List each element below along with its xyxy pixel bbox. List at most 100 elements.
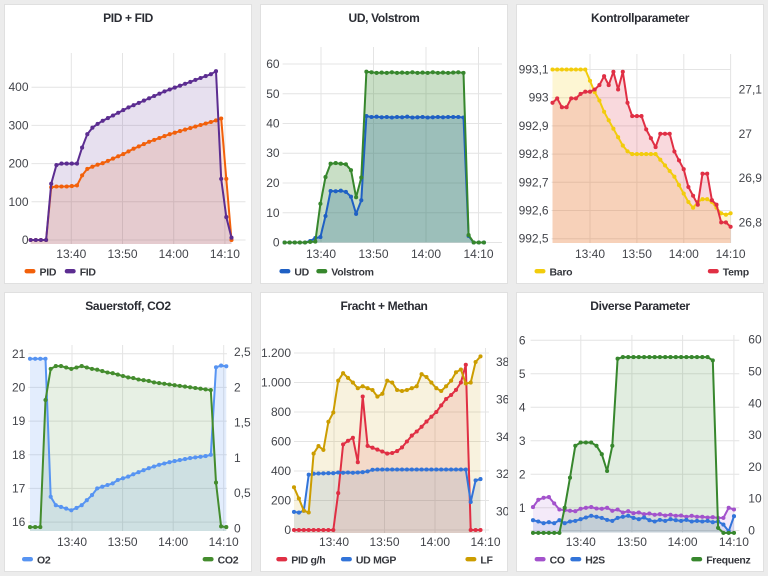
svg-text:992,5: 992,5 [519, 232, 549, 246]
svg-text:13:40: 13:40 [306, 247, 336, 261]
svg-text:Baro: Baro [550, 266, 573, 278]
svg-text:14:10: 14:10 [719, 535, 749, 549]
svg-text:30: 30 [748, 428, 762, 442]
svg-text:26,9: 26,9 [739, 171, 763, 185]
svg-text:LF: LF [480, 554, 493, 566]
svg-text:0: 0 [748, 524, 755, 538]
svg-text:Fracht + Methan: Fracht + Methan [340, 299, 427, 313]
svg-text:14:00: 14:00 [669, 247, 699, 261]
svg-text:992,7: 992,7 [519, 175, 549, 189]
svg-text:993: 993 [529, 91, 549, 105]
svg-text:200: 200 [271, 494, 291, 508]
svg-text:1.200: 1.200 [261, 346, 291, 360]
svg-text:400: 400 [8, 80, 28, 94]
svg-text:UD, Volstrom: UD, Volstrom [349, 11, 420, 25]
svg-text:0: 0 [284, 523, 291, 537]
svg-text:14:10: 14:10 [470, 535, 500, 549]
svg-text:13:50: 13:50 [617, 535, 647, 549]
svg-text:14:10: 14:10 [210, 247, 240, 261]
svg-text:34: 34 [496, 430, 508, 444]
svg-text:1,5: 1,5 [234, 416, 251, 430]
svg-text:26,8: 26,8 [739, 215, 763, 229]
svg-text:300: 300 [8, 118, 28, 132]
svg-text:0: 0 [234, 522, 241, 536]
svg-text:1: 1 [234, 451, 241, 465]
svg-text:30: 30 [496, 505, 508, 519]
svg-text:38: 38 [496, 355, 508, 369]
svg-text:992,8: 992,8 [519, 147, 549, 161]
svg-text:13:40: 13:40 [575, 247, 605, 261]
svg-text:2,5: 2,5 [234, 345, 251, 359]
svg-text:21: 21 [12, 347, 26, 361]
svg-text:400: 400 [271, 464, 291, 478]
svg-text:14:10: 14:10 [716, 247, 746, 261]
svg-text:UD MGP: UD MGP [356, 554, 396, 566]
svg-text:Volstrom: Volstrom [331, 266, 373, 278]
svg-text:32: 32 [496, 467, 508, 481]
svg-text:13:40: 13:40 [566, 535, 596, 549]
svg-text:13:50: 13:50 [107, 247, 137, 261]
svg-text:Diverse Parameter: Diverse Parameter [590, 299, 690, 313]
svg-text:0: 0 [273, 236, 280, 250]
svg-text:27,1: 27,1 [739, 83, 763, 97]
svg-text:50: 50 [266, 87, 280, 101]
svg-text:600: 600 [271, 435, 291, 449]
svg-text:60: 60 [266, 57, 280, 71]
svg-text:14:00: 14:00 [668, 535, 698, 549]
svg-text:0,5: 0,5 [234, 486, 251, 500]
svg-text:10: 10 [748, 492, 762, 506]
svg-text:27: 27 [739, 127, 753, 141]
svg-text:14:00: 14:00 [159, 247, 189, 261]
svg-text:FID: FID [80, 266, 97, 278]
svg-text:PID g/h: PID g/h [291, 554, 325, 566]
svg-text:O2: O2 [37, 554, 51, 566]
svg-text:CO: CO [550, 554, 565, 566]
svg-text:14:00: 14:00 [158, 535, 188, 549]
svg-text:Frequenz: Frequenz [706, 554, 750, 566]
svg-text:100: 100 [8, 195, 28, 209]
svg-text:13:40: 13:40 [56, 247, 86, 261]
svg-text:Sauerstoff, CO2: Sauerstoff, CO2 [85, 299, 171, 313]
svg-text:Temp: Temp [723, 266, 749, 278]
svg-text:30: 30 [266, 146, 280, 160]
svg-text:1: 1 [519, 501, 526, 515]
svg-text:13:50: 13:50 [622, 247, 652, 261]
svg-text:10: 10 [266, 206, 280, 220]
svg-text:992,9: 992,9 [519, 119, 549, 133]
svg-text:13:40: 13:40 [319, 535, 349, 549]
svg-text:14:10: 14:10 [463, 247, 493, 261]
svg-text:50: 50 [748, 365, 762, 379]
svg-text:800: 800 [271, 405, 291, 419]
svg-text:14:00: 14:00 [420, 535, 450, 549]
svg-text:40: 40 [266, 117, 280, 131]
svg-text:Kontrollparameter: Kontrollparameter [591, 11, 690, 25]
svg-text:20: 20 [748, 460, 762, 474]
svg-text:14:00: 14:00 [411, 247, 441, 261]
svg-text:2: 2 [234, 380, 241, 394]
svg-text:992,6: 992,6 [519, 204, 549, 218]
svg-text:13:50: 13:50 [108, 535, 138, 549]
svg-text:20: 20 [266, 176, 280, 190]
svg-text:13:50: 13:50 [358, 247, 388, 261]
svg-text:18: 18 [12, 448, 26, 462]
svg-text:14:10: 14:10 [209, 535, 239, 549]
svg-text:20: 20 [12, 380, 26, 394]
svg-text:1.000: 1.000 [261, 376, 291, 390]
svg-text:3: 3 [519, 434, 526, 448]
svg-text:36: 36 [496, 392, 508, 406]
svg-text:UD: UD [294, 266, 309, 278]
svg-text:PID + FID: PID + FID [103, 11, 154, 25]
svg-text:993,1: 993,1 [519, 63, 549, 77]
svg-text:H2S: H2S [585, 554, 605, 566]
svg-text:13:40: 13:40 [57, 535, 87, 549]
svg-text:13:50: 13:50 [369, 535, 399, 549]
svg-text:PID: PID [40, 266, 57, 278]
svg-text:4: 4 [519, 400, 526, 414]
svg-text:60: 60 [748, 333, 762, 347]
svg-text:2: 2 [519, 467, 526, 481]
svg-text:6: 6 [519, 333, 526, 347]
svg-text:CO2: CO2 [218, 554, 239, 566]
svg-text:5: 5 [519, 367, 526, 381]
svg-text:40: 40 [748, 396, 762, 410]
svg-text:19: 19 [12, 414, 26, 428]
